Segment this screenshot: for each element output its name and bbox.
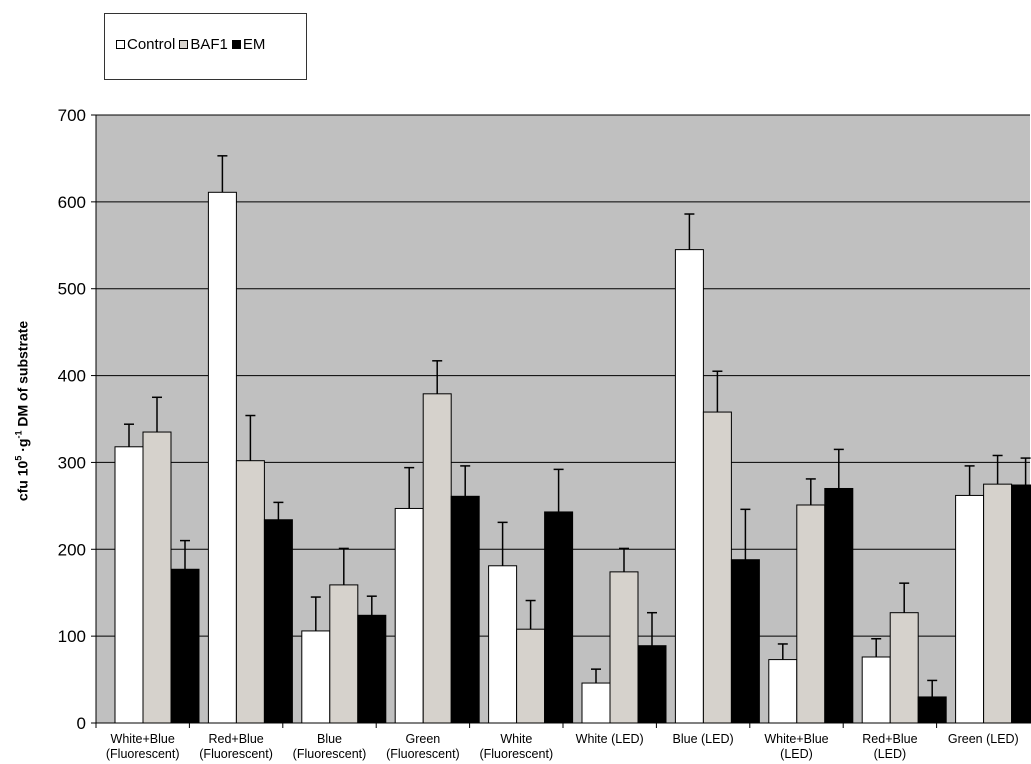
bar-em <box>730 559 760 724</box>
x-tick-label: Red+Blue <box>208 732 263 746</box>
bar-control <box>114 446 144 724</box>
bar-baf1 <box>983 483 1013 724</box>
bar-baf1 <box>889 612 919 724</box>
legend-row: Control BAF1 EM <box>116 36 269 53</box>
x-tick-label: Blue <box>317 732 342 746</box>
x-tick-label: Green (LED) <box>948 732 1019 746</box>
x-tick-label: Blue (LED) <box>673 732 734 746</box>
legend-swatch-baf1 <box>179 40 189 49</box>
bar-em <box>637 645 667 724</box>
legend-label-baf1: BAF1 <box>190 36 228 53</box>
bar-control <box>861 656 891 724</box>
bar-baf1 <box>702 411 732 724</box>
bar-baf1 <box>796 504 826 724</box>
x-tick-label: White <box>500 732 532 746</box>
y-tick-label: 0 <box>77 714 86 733</box>
bar-control <box>207 191 237 724</box>
x-tick-label: Red+Blue <box>862 732 917 746</box>
bar-em <box>1011 484 1031 724</box>
legend: Control BAF1 EM <box>104 13 307 80</box>
y-tick-label: 400 <box>58 367 86 386</box>
x-tick-label: (Fluorescent) <box>293 747 367 761</box>
y-tick-label: 500 <box>58 280 86 299</box>
bar-baf1 <box>329 584 359 724</box>
legend-swatch-em <box>231 40 241 49</box>
x-tick-label: White+Blue <box>764 732 828 746</box>
x-tick-label: (Fluorescent) <box>386 747 460 761</box>
y-tick-label: 700 <box>58 106 86 125</box>
bar-control <box>301 630 331 724</box>
bar-em <box>544 511 574 724</box>
x-tick-label: (Fluorescent) <box>479 747 553 761</box>
y-tick-label: 300 <box>58 453 86 472</box>
bar-control <box>674 249 704 724</box>
bar-control <box>488 565 518 724</box>
bar-em <box>450 495 480 724</box>
bar-control <box>581 682 611 724</box>
bar-em <box>917 696 947 724</box>
legend-item-em: EM <box>231 36 266 53</box>
y-tick-label: 600 <box>58 193 86 212</box>
bar-em <box>824 487 854 724</box>
x-tick-label: (Fluorescent) <box>199 747 273 761</box>
bar-baf1 <box>609 571 639 724</box>
legend-item-baf1: BAF1 <box>179 36 228 53</box>
x-tick-label: (LED) <box>874 747 907 761</box>
legend-item-control: Control <box>116 36 175 53</box>
x-tick-label: White+Blue <box>111 732 175 746</box>
bar-em <box>357 614 387 724</box>
x-tick-label: (Fluorescent) <box>106 747 180 761</box>
x-tick-label: White (LED) <box>576 732 644 746</box>
bar-control <box>768 659 798 724</box>
x-tick-label: Green <box>406 732 441 746</box>
bar-control <box>394 507 424 724</box>
legend-label-em: EM <box>242 36 266 53</box>
bar-baf1 <box>235 460 265 724</box>
bar-em <box>263 519 293 724</box>
x-tick-label: (LED) <box>780 747 813 761</box>
y-tick-label: 100 <box>58 627 86 646</box>
legend-label-control: Control <box>127 36 176 53</box>
bar-baf1 <box>516 628 546 724</box>
bar-baf1 <box>142 431 172 724</box>
bar-em <box>170 568 200 724</box>
bar-control <box>955 494 985 724</box>
y-tick-label: 200 <box>58 540 86 559</box>
legend-swatch-control <box>116 40 125 49</box>
bar-baf1 <box>422 393 452 724</box>
